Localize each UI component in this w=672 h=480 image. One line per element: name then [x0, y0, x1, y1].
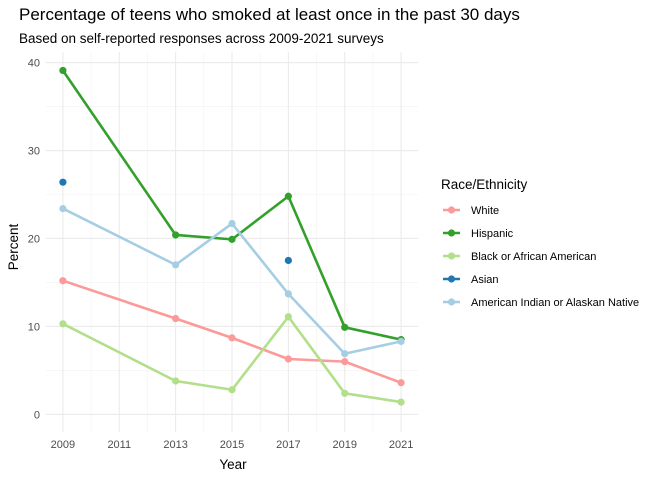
series-line-segment — [231, 336, 289, 361]
legend-label: Asian — [471, 274, 499, 286]
legend-label: Hispanic — [471, 228, 514, 240]
series-line-segment — [288, 357, 345, 363]
series-white — [59, 277, 405, 387]
series-line-segment — [344, 326, 402, 341]
legend-label: American Indian or Alaskan Native — [471, 297, 639, 309]
data-point — [228, 334, 236, 342]
data-point — [172, 261, 180, 269]
series-line-segment — [344, 392, 402, 404]
data-point — [59, 66, 67, 75]
series-line-segment — [230, 315, 290, 391]
legend-key-point — [447, 206, 456, 214]
series-line-segment — [174, 222, 233, 266]
series-line-segment — [62, 279, 177, 320]
data-point — [228, 235, 236, 243]
legend-item: White — [443, 205, 499, 217]
x-tick-label: 2021 — [389, 439, 413, 451]
legend-label: White — [471, 205, 499, 217]
data-point — [284, 290, 292, 298]
data-point — [397, 337, 405, 345]
data-point — [341, 323, 349, 331]
series-line-segment — [287, 293, 346, 355]
legend-key-point — [447, 275, 456, 283]
data-point — [284, 192, 292, 200]
data-point — [172, 231, 180, 239]
data-point — [59, 204, 67, 213]
x-axis-ticks: 2009 2011 2013 2015 2017 2019 2021 — [51, 439, 414, 451]
x-axis-title: Year — [219, 457, 247, 472]
y-tick-label: 0 — [34, 409, 40, 421]
data-point — [397, 379, 405, 387]
series-line-segment — [344, 340, 402, 355]
data-point — [228, 219, 236, 228]
series-black-or-african-american — [59, 313, 405, 406]
legend: Race/Ethnicity White Hispanic Black or Afr… — [441, 177, 639, 309]
chart-title: Percentage of teens who smoked at least … — [19, 5, 520, 24]
series-line-segment — [175, 317, 233, 340]
x-tick-label: 2017 — [276, 439, 300, 451]
legend-item: Asian — [443, 274, 499, 286]
series-american-indian-or-alaskan-native — [59, 204, 405, 358]
x-tick-label: 2015 — [220, 439, 244, 451]
series-line-segment — [287, 195, 346, 328]
series-line-segment — [175, 379, 233, 392]
data-point — [397, 398, 405, 406]
data-point — [341, 358, 349, 366]
series-line-segment — [344, 360, 402, 384]
x-tick-label: 2019 — [332, 439, 356, 451]
series-asian — [59, 178, 292, 265]
data-point — [172, 314, 180, 323]
y-tick-label: 40 — [28, 58, 40, 70]
data-point — [284, 355, 292, 363]
series-hispanic — [59, 66, 405, 344]
y-tick-label: 30 — [28, 146, 40, 158]
series-line-segment — [287, 315, 346, 395]
data-point — [284, 256, 292, 265]
legend-key-point — [447, 229, 456, 237]
y-tick-label: 20 — [28, 233, 40, 245]
series-line-segment — [62, 207, 177, 267]
data-point — [284, 313, 292, 321]
y-tick-label: 10 — [28, 321, 40, 333]
y-axis-title: Percent — [6, 223, 21, 270]
series-line-segment — [61, 69, 177, 236]
series-line-segment — [230, 222, 290, 295]
legend-item: Black or African American — [443, 251, 596, 263]
legend-key-point — [447, 252, 456, 260]
data-point — [228, 386, 236, 394]
data-point — [59, 277, 67, 285]
chart-subtitle: Based on self-reported responses across … — [19, 31, 384, 46]
legend-label: Black or African American — [471, 251, 596, 263]
x-tick-label: 2009 — [51, 439, 75, 451]
series-line-segment — [231, 195, 290, 241]
data-point — [59, 320, 67, 328]
legend-item: Hispanic — [443, 228, 514, 240]
data-point — [341, 350, 349, 358]
data-point — [59, 178, 67, 186]
data-point — [172, 377, 180, 385]
legend-item: American Indian or Alaskan Native — [443, 297, 639, 309]
legend-key-point — [447, 298, 456, 306]
series-line-segment — [175, 233, 233, 241]
series-layer — [59, 66, 405, 406]
x-tick-label: 2011 — [107, 439, 131, 451]
x-tick-label: 2013 — [163, 439, 187, 451]
y-axis-ticks: 0 10 20 30 40 — [28, 58, 40, 422]
legend-title: Race/Ethnicity — [441, 177, 528, 192]
series-line-segment — [62, 322, 177, 383]
data-point — [341, 389, 349, 397]
